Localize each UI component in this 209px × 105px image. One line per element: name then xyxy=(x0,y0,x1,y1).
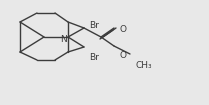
Text: O: O xyxy=(119,51,126,60)
Text: O: O xyxy=(119,26,126,35)
Text: CH₃: CH₃ xyxy=(135,60,152,70)
Text: Br: Br xyxy=(89,22,99,30)
Text: N: N xyxy=(60,35,67,45)
Text: Br: Br xyxy=(89,54,99,62)
